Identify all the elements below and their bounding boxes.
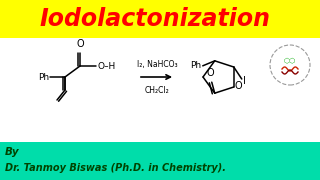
FancyBboxPatch shape	[0, 0, 320, 38]
Text: Ph: Ph	[38, 73, 49, 82]
Text: O: O	[207, 68, 214, 78]
Text: O: O	[76, 39, 84, 49]
FancyBboxPatch shape	[0, 142, 320, 180]
Text: Dr. Tanmoy Biswas (Ph.D. in Chemistry).: Dr. Tanmoy Biswas (Ph.D. in Chemistry).	[5, 163, 226, 173]
Text: By: By	[5, 147, 20, 157]
Text: I: I	[243, 76, 246, 86]
Text: O–H: O–H	[97, 62, 115, 71]
Text: CH₂Cl₂: CH₂Cl₂	[145, 86, 169, 95]
Text: Iodolactonization: Iodolactonization	[39, 7, 270, 31]
Text: I₂, NaHCO₃: I₂, NaHCO₃	[137, 60, 177, 69]
Text: Ph: Ph	[191, 61, 202, 70]
Text: O: O	[235, 81, 243, 91]
Text: ⬡⬡: ⬡⬡	[284, 57, 296, 63]
